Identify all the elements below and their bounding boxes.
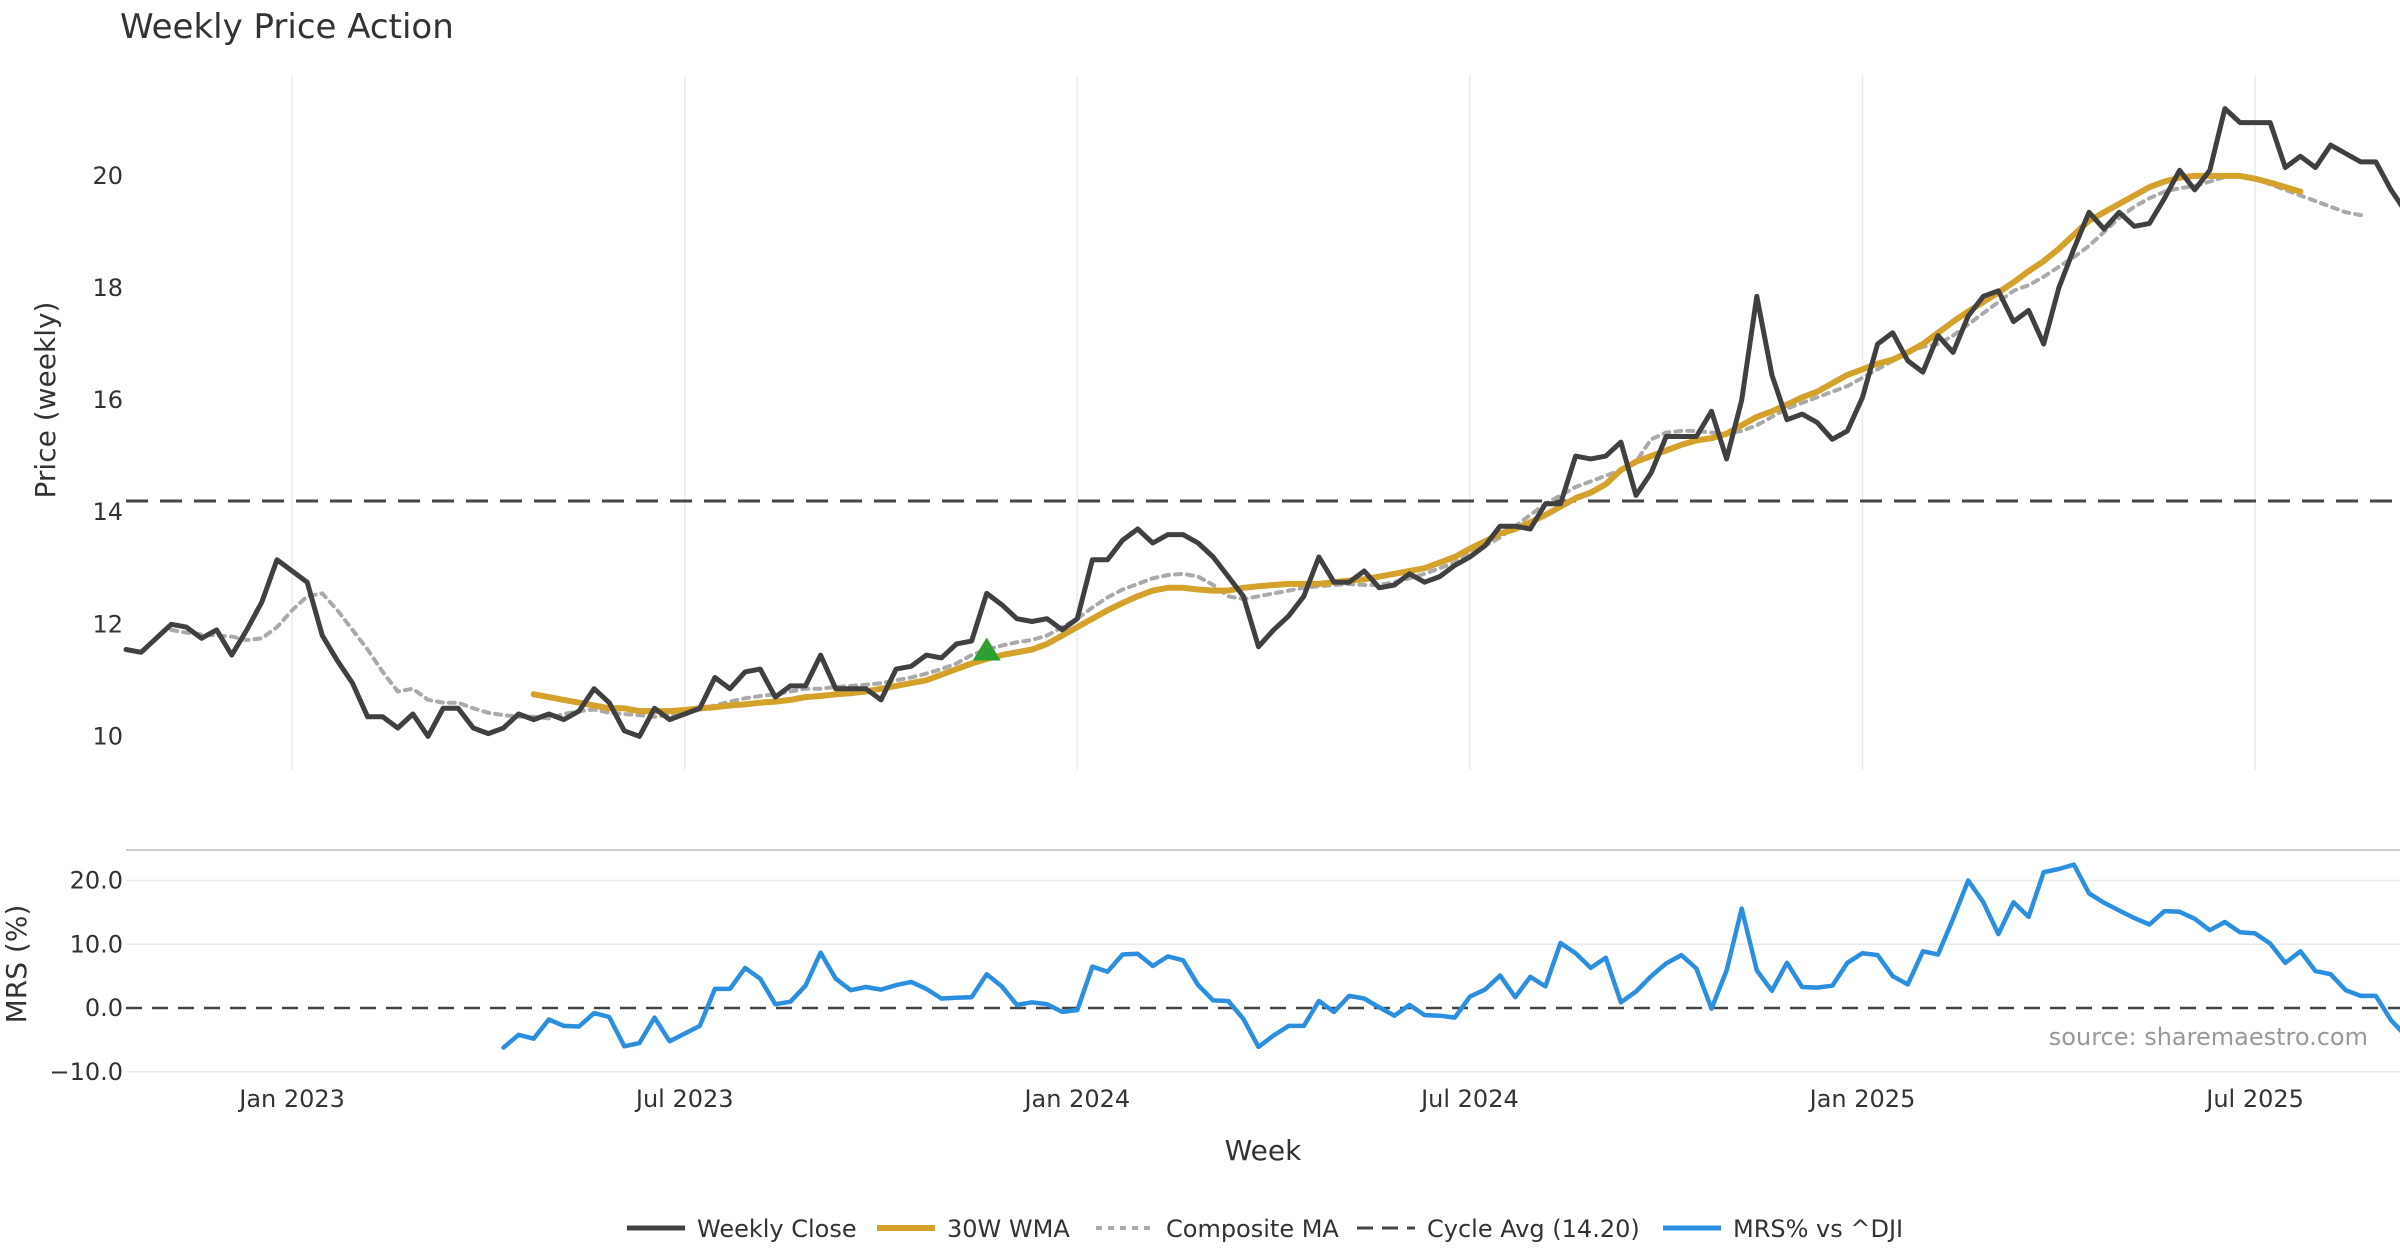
chart-title: Weekly Price Action <box>120 7 454 47</box>
price-series-group <box>123 106 2400 739</box>
x-tick-label: Jul 2025 <box>2204 1085 2304 1113</box>
buy-signal-marker <box>972 637 1001 661</box>
x-tick-label: Jan 2024 <box>1022 1085 1130 1113</box>
x-ticks: Jan 2023 Jul 2023 Jan 2024 Jul 2024 Jan 2025… <box>237 1085 2304 1113</box>
mrs-y-label: MRS (%) <box>0 905 33 1024</box>
legend: Weekly Close 30W WMA Composite MA Cycle Avg… <box>627 1215 1903 1243</box>
price-y-tick-label: 12 <box>92 610 123 638</box>
legend-item-label: Cycle Avg (14.20) <box>1427 1215 1640 1243</box>
price-panel-grid <box>291 75 2256 770</box>
mrs-line <box>501 862 2400 1050</box>
mrs-panel-grid <box>126 879 2400 1073</box>
mrs-series-group <box>501 862 2400 1050</box>
price-y-tick-label: 20 <box>92 162 123 190</box>
price-y-tick-label: 18 <box>92 274 123 302</box>
wma-30w-line <box>530 172 2304 715</box>
x-tick-label: Jul 2023 <box>634 1085 734 1113</box>
weekly-close-line <box>123 106 2400 739</box>
mrs-y-tick-label: 20.0 <box>70 867 123 895</box>
source-label: source: sharemaestro.com <box>2049 1023 2368 1051</box>
x-tick-label: Jan 2023 <box>237 1085 345 1113</box>
mrs-y-tick-label: −10.0 <box>49 1058 123 1086</box>
mrs-y-tick-label: 10.0 <box>70 930 123 958</box>
x-axis-label: Week <box>1225 1134 1302 1167</box>
price-y-ticks: 10 12 14 16 18 20 <box>92 162 123 750</box>
legend-item-label: MRS% vs ^DJI <box>1733 1215 1903 1243</box>
x-tick-label: Jan 2025 <box>1808 1085 1916 1113</box>
mrs-y-ticks: 20.0 10.0 0.0 −10.0 <box>49 867 123 1086</box>
legend-item-label: Weekly Close <box>697 1215 857 1243</box>
price-y-tick-label: 10 <box>92 722 123 750</box>
legend-item-label: Composite MA <box>1166 1215 1339 1243</box>
price-y-tick-label: 14 <box>92 498 123 526</box>
x-tick-label: Jul 2024 <box>1419 1085 1519 1113</box>
mrs-y-tick-label: 0.0 <box>85 994 123 1022</box>
legend-item-label: 30W WMA <box>947 1215 1070 1243</box>
price-y-tick-label: 16 <box>92 386 123 414</box>
price-y-label: Price (weekly) <box>29 302 62 499</box>
